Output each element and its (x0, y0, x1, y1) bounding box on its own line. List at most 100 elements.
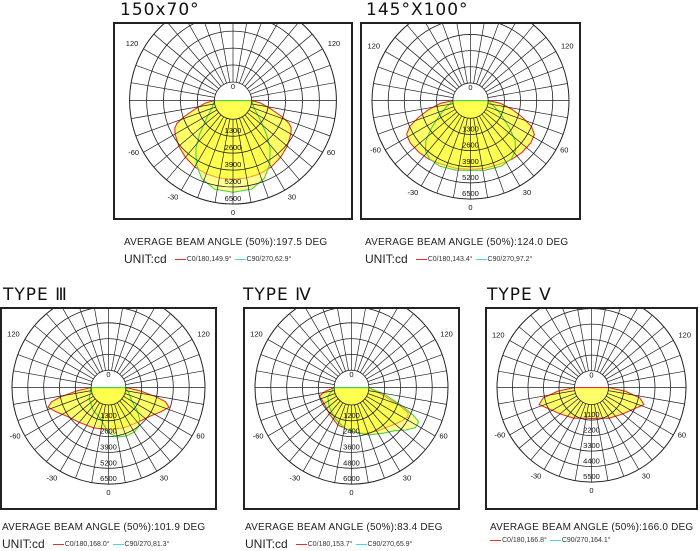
polar-spoke (574, 404, 589, 481)
polar-spoke (368, 390, 447, 405)
legend-item-c90: C90/270,164.1° (549, 537, 611, 544)
legend-swatch (475, 258, 487, 260)
polar-spoke (260, 354, 336, 383)
unit-label: UNIT:cd (245, 537, 288, 551)
polar-spoke (364, 325, 426, 377)
polar-spoke (248, 109, 323, 153)
angle-label: 30 (160, 473, 168, 482)
polar-spoke (487, 66, 564, 95)
angle-label: 30 (642, 472, 650, 481)
polar-chart-frame: 1300 2600 3900 5200 6500 0 0 120 120 -60 60 -30 30 (360, 22, 581, 220)
legend-label: C90/270,97.2° (487, 255, 533, 263)
radial-value-label: 5200 (225, 177, 242, 186)
radial-value-label: 2600 (100, 427, 117, 436)
polar-spoke (473, 24, 485, 84)
polar-spoke (498, 370, 575, 386)
polar-spoke (377, 66, 454, 95)
chart-title: 150x70° (120, 0, 200, 20)
polar-chart-frame: 1200 2400 3600 4800 6000 0 0 120 120 -60 60 -30 30 (243, 307, 460, 510)
radial-value-label: 5200 (100, 458, 117, 467)
legend-label: C90/270,65.9° (367, 540, 413, 548)
legend-label: C0/180,153.7° (307, 540, 353, 548)
polar-spoke (362, 400, 414, 462)
radial-value-label: 6500 (462, 189, 479, 198)
polar-spoke (34, 325, 96, 377)
angle-label: -60 (253, 431, 264, 440)
polar-spoke (302, 402, 344, 472)
radial-value-label: 4400 (583, 457, 600, 466)
polar-chart: 1100 2200 3300 4400 5500 0 0 120 120 -60 60 -30 30 (492, 309, 691, 495)
legend-label: C0/180,168.0° (64, 540, 110, 548)
angle-label: 120 (328, 39, 341, 48)
polar-spoke (111, 404, 126, 483)
polar-spoke (502, 393, 576, 421)
polar-spoke (180, 116, 225, 191)
polar-spoke (354, 309, 366, 371)
polar-chart-frame: 1300 2600 3900 5200 6500 0 0 120 120 -60 60 -30 30 (0, 307, 217, 510)
angle-label: 0 (468, 83, 472, 92)
polar-spoke (119, 400, 171, 462)
angle-label: 0 (231, 208, 235, 217)
unit-label: UNIT:cd (2, 537, 45, 551)
polar-spoke (247, 33, 313, 89)
polar-spoke (214, 118, 231, 203)
radial-value-label: 2200 (583, 426, 600, 435)
polar-spoke (241, 24, 278, 85)
polar-chart-frame: 1100 2200 3300 4400 5500 0 0 120 120 -60 60 -30 30 (485, 307, 698, 510)
angle-label: 120 (126, 39, 139, 48)
radial-value-label: 5500 (583, 472, 600, 481)
polar-spoke (250, 106, 331, 137)
polar-spoke (143, 48, 218, 92)
polar-spoke (606, 340, 674, 380)
polar-spoke (562, 309, 587, 372)
angle-label: -60 (10, 431, 21, 440)
radial-value-label: 2600 (225, 143, 242, 152)
polar-spoke (366, 339, 436, 380)
polar-spoke (241, 116, 286, 191)
polar-spoke (13, 390, 92, 405)
angle-label: -30 (289, 473, 300, 482)
angle-label: 0 (231, 82, 235, 91)
polar-spoke (479, 115, 521, 187)
angle-label: -30 (167, 192, 178, 201)
radial-value-label: 1300 (100, 411, 117, 420)
polar-spoke (219, 24, 231, 83)
angle-label: 60 (560, 145, 568, 154)
legend-label: C90/270,164.1° (561, 537, 611, 544)
polar-spoke (188, 24, 225, 85)
angle-label: 60 (196, 431, 204, 440)
legend-swatch (549, 540, 561, 541)
polar-spoke (518, 326, 579, 377)
polar-spoke (485, 109, 556, 151)
polar-spoke (62, 309, 101, 373)
polar-spoke (256, 370, 335, 385)
polar-spoke (34, 398, 96, 450)
polar-spoke (119, 313, 171, 375)
polar-spoke (166, 114, 222, 181)
polar-spoke (289, 400, 341, 462)
polar-spoke (599, 402, 640, 470)
polar-spoke (114, 309, 138, 372)
polar-spoke (476, 117, 505, 194)
polar-spoke (377, 106, 454, 135)
polar-spoke (168, 24, 222, 87)
legend-item-c0: C0/180,168.0° (52, 540, 110, 548)
chart-title: 145°X100° (366, 0, 469, 20)
chart-title: TYPE V (487, 285, 552, 305)
polar-chart: 1300 2600 3900 5200 6500 0 0 120 120 -60 60 -30 30 (126, 24, 341, 217)
angle-label: 120 (7, 329, 20, 338)
beam-angle-text: AVERAGE BEAM ANGLE (50%):83.4 DEG (245, 522, 443, 533)
radial-value-label: 2400 (343, 427, 360, 436)
chart-title: TYPE Ⅲ (3, 285, 68, 305)
legend-label: C0/180,149.9° (186, 255, 232, 263)
angle-label: 120 (250, 329, 263, 338)
polar-spoke (124, 393, 200, 421)
beam-angle-text: AVERAGE BEAM ANGLE (50%):166.0 DEG (490, 522, 694, 533)
angle-label: 0 (589, 486, 593, 495)
polar-spoke (608, 370, 685, 386)
polar-spoke (204, 24, 227, 84)
angle-label: 120 (440, 329, 453, 338)
angle-label: -30 (46, 473, 57, 482)
angle-label: 0 (589, 371, 593, 380)
unit-label: UNIT:cd (365, 252, 408, 266)
